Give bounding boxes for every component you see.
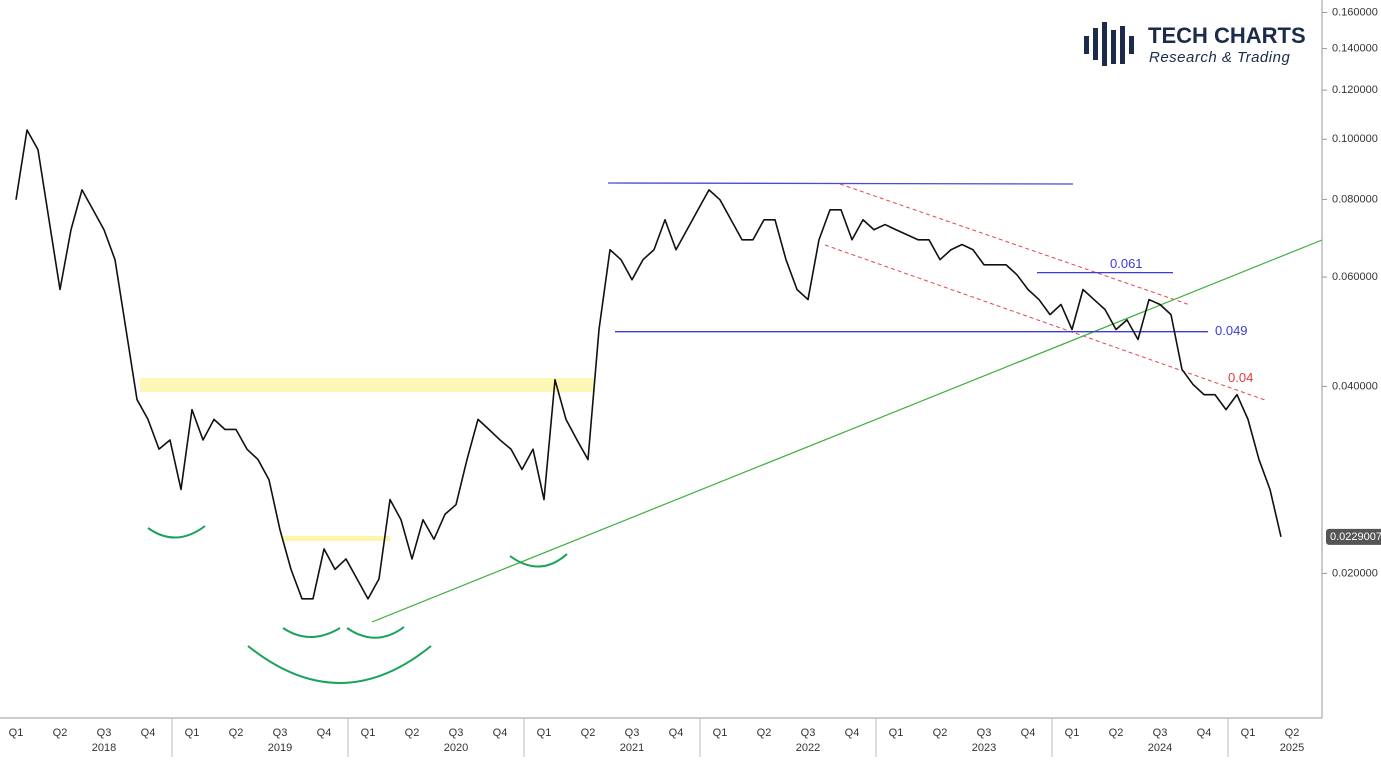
x-tick-label: Q4: [845, 727, 860, 739]
y-tick-label: 0.140000: [1332, 42, 1378, 54]
price-line: [15, 129, 1282, 600]
x-tick-label: Q3: [801, 727, 816, 739]
y-tick-label: 0.040000: [1332, 380, 1378, 392]
level-label: 0.049: [1215, 323, 1248, 338]
x-tick-label: Q1: [361, 727, 376, 739]
y-tick-label: 0.060000: [1332, 271, 1378, 283]
logo-bar: [1111, 30, 1116, 64]
x-tick-label: Q3: [1153, 727, 1168, 739]
x-tick-label: Q1: [537, 727, 552, 739]
brand-name: TECH CHARTS: [1148, 23, 1306, 48]
x-year-label: 2022: [796, 742, 820, 754]
x-tick-label: Q2: [229, 727, 244, 739]
x-tick-label: Q3: [97, 727, 112, 739]
last-price-label: 0.0229007: [1330, 531, 1381, 543]
arc: [509, 553, 568, 568]
y-tick-label: 0.020000: [1332, 567, 1378, 579]
pattern-arcs: [147, 525, 568, 684]
x-tick-label: Q4: [1021, 727, 1036, 739]
level-label: 0.061: [1110, 256, 1143, 271]
resistance-zone: [140, 378, 595, 392]
x-tick-label: Q4: [493, 727, 508, 739]
x-tick-label: Q2: [757, 727, 772, 739]
channel-line: [824, 244, 1266, 401]
logo-bar: [1129, 36, 1134, 54]
x-year-label: 2025: [1280, 742, 1304, 754]
x-tick-label: Q4: [669, 727, 684, 739]
logo: TECH CHARTS Research & Trading: [1084, 22, 1306, 66]
x-tick-label: Q1: [9, 727, 24, 739]
logo-bar: [1084, 36, 1089, 54]
y-tick-label: 0.080000: [1332, 193, 1378, 205]
x-tick-label: Q2: [1109, 727, 1124, 739]
arc: [147, 525, 206, 539]
x-tick-label: Q3: [273, 727, 288, 739]
range-top-line: [607, 182, 1074, 185]
x-tick-label: Q3: [977, 727, 992, 739]
x-tick-label: Q2: [53, 727, 68, 739]
logo-bar: [1102, 22, 1107, 66]
x-tick-label: Q1: [713, 727, 728, 739]
x-tick-label: Q2: [1285, 727, 1300, 739]
x-year-label: 2018: [92, 742, 116, 754]
logo-bar: [1120, 26, 1125, 64]
x-tick-label: Q1: [185, 727, 200, 739]
x-tick-label: Q4: [141, 727, 156, 739]
x-tick-label: Q4: [317, 727, 332, 739]
x-tick-label: Q1: [889, 727, 904, 739]
channel-line: [839, 183, 1191, 306]
arc: [282, 627, 341, 638]
x-year-label: 2023: [972, 742, 996, 754]
x-year-label: 2024: [1148, 742, 1172, 754]
x-year-label: 2020: [444, 742, 468, 754]
x-tick-label: Q3: [449, 727, 464, 739]
x-tick-label: Q2: [581, 727, 596, 739]
y-tick-label: 0.100000: [1332, 133, 1378, 145]
x-year-label: 2021: [620, 742, 644, 754]
trend-line: [371, 239, 1323, 623]
x-tick-label: Q3: [625, 727, 640, 739]
logo-bar: [1093, 28, 1098, 60]
y-tick-label: 0.120000: [1332, 84, 1378, 96]
x-tick-label: Q4: [1197, 727, 1212, 739]
last-price-box: [1326, 528, 1381, 545]
y-tick-label: 0.160000: [1332, 6, 1378, 18]
x-year-label: 2019: [268, 742, 292, 754]
x-tick-label: Q2: [405, 727, 420, 739]
level-label: 0.04: [1228, 370, 1253, 385]
arc: [247, 645, 432, 684]
brand-tagline: Research & Trading: [1149, 49, 1290, 66]
resistance-zone: [283, 536, 390, 541]
x-tick-label: Q1: [1241, 727, 1256, 739]
x-tick-label: Q2: [933, 727, 948, 739]
arc: [346, 626, 405, 639]
x-tick-label: Q1: [1065, 727, 1080, 739]
